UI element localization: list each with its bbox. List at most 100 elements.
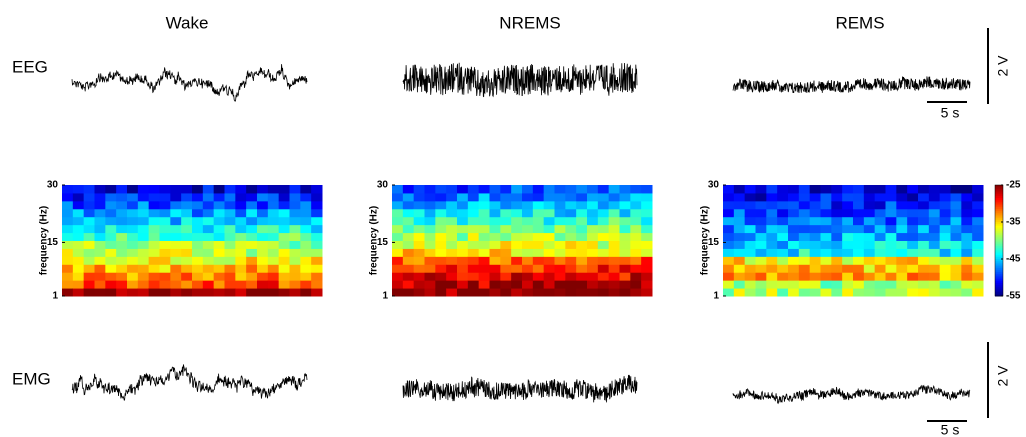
scale-label: 5 s: [941, 422, 960, 437]
spectrogram-cell: [300, 232, 312, 241]
spectrogram-cell: [874, 256, 886, 265]
spectrogram-cell: [619, 240, 631, 249]
spectrogram-cell: [522, 248, 534, 257]
spectrogram-cell: [798, 256, 811, 265]
spectrogram-cell: [554, 264, 566, 273]
colorbar-cell: [995, 212, 1003, 216]
spectrogram-cell: [972, 192, 984, 202]
spectrogram-cell: [170, 200, 182, 210]
spectrogram-cell: [777, 185, 789, 194]
spectrogram-cell: [939, 288, 951, 297]
colorbar-cell: [995, 279, 1003, 282]
colorbar-cell: [995, 186, 1003, 190]
spectrogram-cell: [105, 272, 117, 281]
spectrogram-cell: [842, 232, 854, 241]
spectrogram-cell: [809, 200, 821, 210]
spectrogram-cell: [511, 240, 523, 249]
spectrogram-cell: [159, 192, 171, 202]
spectrogram-cell: [522, 264, 534, 273]
spectrogram-cell: [402, 248, 415, 257]
spectrogram-cell: [202, 224, 215, 234]
spectrogram-cell: [311, 208, 323, 218]
spectrogram-cell: [137, 248, 150, 257]
spectrogram-cell: [630, 264, 642, 273]
row-label: EEG: [12, 57, 48, 76]
spectrogram-cell: [127, 185, 139, 194]
spectrogram-cell: [257, 272, 269, 281]
spectrogram-cell: [608, 232, 620, 241]
spectrogram-cell: [202, 185, 215, 194]
spectrogram-cell: [170, 185, 182, 194]
spectrogram-cell: [532, 232, 545, 241]
spectrogram-cell: [72, 264, 85, 273]
spectrogram-cell: [928, 200, 941, 210]
spectrogram-cell: [246, 200, 258, 210]
spectrogram-cell: [777, 280, 789, 289]
spectrogram-cell: [723, 192, 735, 202]
spectrogram-cell: [863, 288, 876, 297]
colorbar-cell: [995, 284, 1003, 288]
spectrogram-cell: [289, 185, 301, 194]
spectrogram-cell: [543, 248, 555, 257]
spectrogram-cell: [733, 185, 746, 194]
spectrogram-cell: [278, 232, 290, 241]
spectrogram-cell: [137, 288, 150, 297]
spectrogram-cell: [961, 185, 973, 194]
spectrogram-cell: [500, 280, 512, 289]
spectrogram-cell: [842, 272, 854, 281]
spectrogram-cell: [798, 248, 811, 257]
spectrogram-cell: [630, 272, 642, 281]
spectrogram-cell: [72, 272, 85, 281]
spectrogram-cell: [83, 240, 95, 249]
spectrogram-cell: [777, 192, 789, 202]
spectrogram-cell: [457, 264, 469, 273]
spectrogram-cell: [94, 224, 106, 234]
spectrogram-cell: [576, 208, 588, 218]
spectrogram-cell: [961, 248, 973, 257]
colorbar-cell: [995, 244, 1003, 247]
spectrogram-cell: [235, 208, 247, 218]
spectrogram-cell: [565, 264, 577, 273]
spectrogram-cell: [630, 248, 642, 257]
spectrogram-cell: [467, 248, 480, 257]
spectrogram-cell: [137, 272, 150, 281]
spectrogram-cell: [554, 240, 566, 249]
spectrogram-cell: [543, 256, 555, 265]
spectrogram-cell: [874, 248, 886, 257]
spectrogram-cell: [576, 216, 588, 226]
spectrogram-cell: [853, 280, 865, 289]
spectrogram-cell: [939, 256, 951, 265]
spectrogram-cell: [766, 232, 778, 241]
spectrogram-cell: [798, 288, 811, 297]
spectrogram-cell: [809, 224, 821, 234]
spectrogram-cell: [94, 256, 106, 265]
spectrogram-cell: [543, 216, 555, 226]
spectrogram-cell: [972, 232, 984, 241]
spectrogram-cell: [961, 272, 973, 281]
spectrogram-cell: [744, 224, 756, 234]
signal-trace: [402, 62, 638, 98]
spectrogram-cell: [543, 224, 555, 234]
spectrogram-cell: [224, 280, 236, 289]
spectrogram-cell: [565, 272, 577, 281]
spectrogram-cell: [457, 248, 469, 257]
spectrogram-cell: [576, 264, 588, 273]
spectrogram-cell: [402, 232, 415, 241]
spectrogram-cell: [928, 232, 941, 241]
y-tick-label: 15: [47, 237, 59, 248]
spectrogram-cell: [446, 224, 458, 234]
spectrogram-cell: [928, 192, 941, 202]
spectrogram-cell: [820, 264, 832, 273]
spectrogram-cell: [630, 256, 642, 265]
spectrogram-cell: [950, 264, 962, 273]
spectrogram-cell: [885, 208, 897, 218]
spectrogram-cell: [311, 240, 323, 249]
spectrogram-cell: [918, 224, 930, 234]
spectrogram-cell: [62, 256, 74, 265]
spectrogram-cell: [467, 280, 480, 289]
spectrogram-cell: [597, 216, 610, 226]
spectrogram-cell: [202, 256, 215, 265]
spectrogram-cell: [630, 185, 642, 194]
spectrogram-cell: [311, 224, 323, 234]
spectrogram-cell: [777, 232, 789, 241]
